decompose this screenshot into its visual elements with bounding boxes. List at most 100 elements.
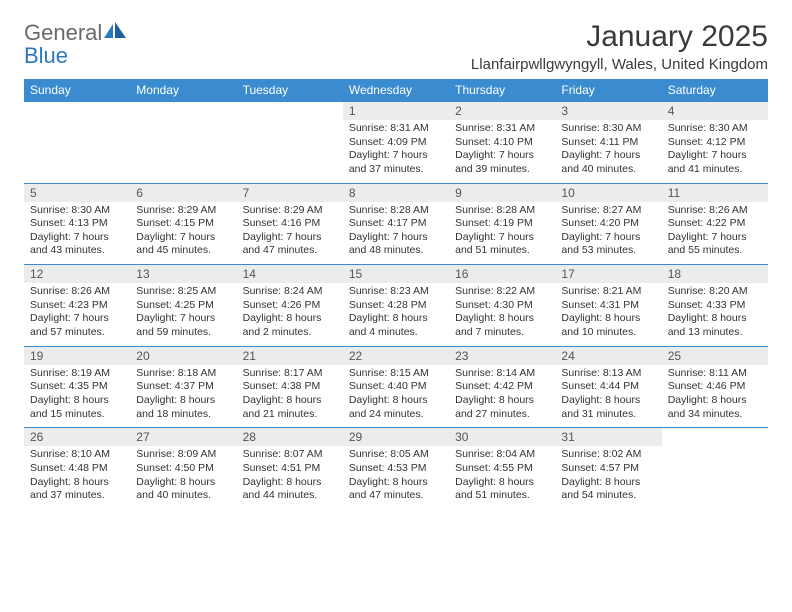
day-details: Sunrise: 8:09 AMSunset: 4:50 PMDaylight:… xyxy=(130,446,236,509)
day-number: 1 xyxy=(343,102,449,120)
title-block: January 2025 Llanfairpwllgwyngyll, Wales… xyxy=(471,20,768,73)
day-details: Sunrise: 8:26 AMSunset: 4:23 PMDaylight:… xyxy=(24,283,130,346)
day-details: Sunrise: 8:29 AMSunset: 4:16 PMDaylight:… xyxy=(237,202,343,265)
day-number: 10 xyxy=(555,184,661,202)
day-number: 17 xyxy=(555,265,661,283)
day-number xyxy=(237,102,343,106)
day-details: Sunrise: 8:28 AMSunset: 4:19 PMDaylight:… xyxy=(449,202,555,265)
day-number: 30 xyxy=(449,428,555,446)
day-details: Sunrise: 8:30 AMSunset: 4:11 PMDaylight:… xyxy=(555,120,661,183)
calendar-day-cell: 8Sunrise: 8:28 AMSunset: 4:17 PMDaylight… xyxy=(343,183,449,265)
day-number: 6 xyxy=(130,184,236,202)
day-number: 5 xyxy=(24,184,130,202)
day-details: Sunrise: 8:07 AMSunset: 4:51 PMDaylight:… xyxy=(237,446,343,509)
weekday-header: Tuesday xyxy=(237,79,343,102)
day-number: 16 xyxy=(449,265,555,283)
day-details: Sunrise: 8:27 AMSunset: 4:20 PMDaylight:… xyxy=(555,202,661,265)
day-number: 14 xyxy=(237,265,343,283)
calendar-day-cell: 24Sunrise: 8:13 AMSunset: 4:44 PMDayligh… xyxy=(555,346,661,428)
calendar-day-cell: 17Sunrise: 8:21 AMSunset: 4:31 PMDayligh… xyxy=(555,265,661,347)
calendar-week-row: 26Sunrise: 8:10 AMSunset: 4:48 PMDayligh… xyxy=(24,428,768,509)
weekday-header: Thursday xyxy=(449,79,555,102)
calendar-day-cell: 16Sunrise: 8:22 AMSunset: 4:30 PMDayligh… xyxy=(449,265,555,347)
day-number: 18 xyxy=(662,265,768,283)
calendar-day-cell: 1Sunrise: 8:31 AMSunset: 4:09 PMDaylight… xyxy=(343,102,449,184)
calendar-day-cell: 31Sunrise: 8:02 AMSunset: 4:57 PMDayligh… xyxy=(555,428,661,509)
calendar-day-cell: 21Sunrise: 8:17 AMSunset: 4:38 PMDayligh… xyxy=(237,346,343,428)
day-number: 7 xyxy=(237,184,343,202)
calendar-day-cell: 25Sunrise: 8:11 AMSunset: 4:46 PMDayligh… xyxy=(662,346,768,428)
day-details: Sunrise: 8:30 AMSunset: 4:13 PMDaylight:… xyxy=(24,202,130,265)
calendar-day-cell: 26Sunrise: 8:10 AMSunset: 4:48 PMDayligh… xyxy=(24,428,130,509)
calendar-day-cell: 5Sunrise: 8:30 AMSunset: 4:13 PMDaylight… xyxy=(24,183,130,265)
day-number: 3 xyxy=(555,102,661,120)
calendar-day-cell: 10Sunrise: 8:27 AMSunset: 4:20 PMDayligh… xyxy=(555,183,661,265)
calendar-day-cell: 27Sunrise: 8:09 AMSunset: 4:50 PMDayligh… xyxy=(130,428,236,509)
weekday-header: Sunday xyxy=(24,79,130,102)
day-details: Sunrise: 8:31 AMSunset: 4:09 PMDaylight:… xyxy=(343,120,449,183)
calendar-day-cell: 9Sunrise: 8:28 AMSunset: 4:19 PMDaylight… xyxy=(449,183,555,265)
weekday-header: Friday xyxy=(555,79,661,102)
day-number xyxy=(24,102,130,106)
day-number: 21 xyxy=(237,347,343,365)
day-details: Sunrise: 8:13 AMSunset: 4:44 PMDaylight:… xyxy=(555,365,661,428)
calendar-day-cell: 13Sunrise: 8:25 AMSunset: 4:25 PMDayligh… xyxy=(130,265,236,347)
calendar-day-cell: 22Sunrise: 8:15 AMSunset: 4:40 PMDayligh… xyxy=(343,346,449,428)
calendar-day-cell: 23Sunrise: 8:14 AMSunset: 4:42 PMDayligh… xyxy=(449,346,555,428)
day-number xyxy=(130,102,236,106)
day-details: Sunrise: 8:05 AMSunset: 4:53 PMDaylight:… xyxy=(343,446,449,509)
day-number: 20 xyxy=(130,347,236,365)
day-number: 31 xyxy=(555,428,661,446)
calendar-week-row: 1Sunrise: 8:31 AMSunset: 4:09 PMDaylight… xyxy=(24,102,768,184)
weekday-header: Monday xyxy=(130,79,236,102)
calendar-day-cell: 11Sunrise: 8:26 AMSunset: 4:22 PMDayligh… xyxy=(662,183,768,265)
weekday-header: Wednesday xyxy=(343,79,449,102)
day-number: 28 xyxy=(237,428,343,446)
header: General Blue January 2025 Llanfairpwllgw… xyxy=(24,20,768,73)
day-details: Sunrise: 8:21 AMSunset: 4:31 PMDaylight:… xyxy=(555,283,661,346)
calendar-day-cell: 3Sunrise: 8:30 AMSunset: 4:11 PMDaylight… xyxy=(555,102,661,184)
day-number: 8 xyxy=(343,184,449,202)
calendar-day-cell: 4Sunrise: 8:30 AMSunset: 4:12 PMDaylight… xyxy=(662,102,768,184)
day-details: Sunrise: 8:26 AMSunset: 4:22 PMDaylight:… xyxy=(662,202,768,265)
day-number: 2 xyxy=(449,102,555,120)
day-details: Sunrise: 8:14 AMSunset: 4:42 PMDaylight:… xyxy=(449,365,555,428)
day-number: 12 xyxy=(24,265,130,283)
calendar-day-cell: 7Sunrise: 8:29 AMSunset: 4:16 PMDaylight… xyxy=(237,183,343,265)
day-number: 27 xyxy=(130,428,236,446)
day-details: Sunrise: 8:18 AMSunset: 4:37 PMDaylight:… xyxy=(130,365,236,428)
calendar-week-row: 5Sunrise: 8:30 AMSunset: 4:13 PMDaylight… xyxy=(24,183,768,265)
day-number: 11 xyxy=(662,184,768,202)
day-details: Sunrise: 8:23 AMSunset: 4:28 PMDaylight:… xyxy=(343,283,449,346)
calendar-day-cell: 12Sunrise: 8:26 AMSunset: 4:23 PMDayligh… xyxy=(24,265,130,347)
calendar-week-row: 12Sunrise: 8:26 AMSunset: 4:23 PMDayligh… xyxy=(24,265,768,347)
calendar-day-cell xyxy=(237,102,343,184)
day-details: Sunrise: 8:25 AMSunset: 4:25 PMDaylight:… xyxy=(130,283,236,346)
day-details: Sunrise: 8:15 AMSunset: 4:40 PMDaylight:… xyxy=(343,365,449,428)
day-details: Sunrise: 8:17 AMSunset: 4:38 PMDaylight:… xyxy=(237,365,343,428)
day-number: 9 xyxy=(449,184,555,202)
weekday-header-row: Sunday Monday Tuesday Wednesday Thursday… xyxy=(24,79,768,102)
calendar-day-cell xyxy=(662,428,768,509)
calendar-day-cell: 19Sunrise: 8:19 AMSunset: 4:35 PMDayligh… xyxy=(24,346,130,428)
day-number: 22 xyxy=(343,347,449,365)
calendar-day-cell xyxy=(24,102,130,184)
day-details: Sunrise: 8:22 AMSunset: 4:30 PMDaylight:… xyxy=(449,283,555,346)
day-details: Sunrise: 8:19 AMSunset: 4:35 PMDaylight:… xyxy=(24,365,130,428)
calendar-table: Sunday Monday Tuesday Wednesday Thursday… xyxy=(24,79,768,509)
day-details: Sunrise: 8:31 AMSunset: 4:10 PMDaylight:… xyxy=(449,120,555,183)
calendar-day-cell: 18Sunrise: 8:20 AMSunset: 4:33 PMDayligh… xyxy=(662,265,768,347)
day-number: 15 xyxy=(343,265,449,283)
day-details: Sunrise: 8:02 AMSunset: 4:57 PMDaylight:… xyxy=(555,446,661,509)
calendar-day-cell: 14Sunrise: 8:24 AMSunset: 4:26 PMDayligh… xyxy=(237,265,343,347)
day-number: 26 xyxy=(24,428,130,446)
day-details: Sunrise: 8:20 AMSunset: 4:33 PMDaylight:… xyxy=(662,283,768,346)
day-details: Sunrise: 8:28 AMSunset: 4:17 PMDaylight:… xyxy=(343,202,449,265)
day-number: 24 xyxy=(555,347,661,365)
calendar-page: General Blue January 2025 Llanfairpwllgw… xyxy=(0,0,792,529)
day-details: Sunrise: 8:30 AMSunset: 4:12 PMDaylight:… xyxy=(662,120,768,183)
calendar-day-cell: 29Sunrise: 8:05 AMSunset: 4:53 PMDayligh… xyxy=(343,428,449,509)
logo-sail-icon xyxy=(104,22,126,43)
logo-word1: General xyxy=(24,20,102,45)
day-number: 23 xyxy=(449,347,555,365)
